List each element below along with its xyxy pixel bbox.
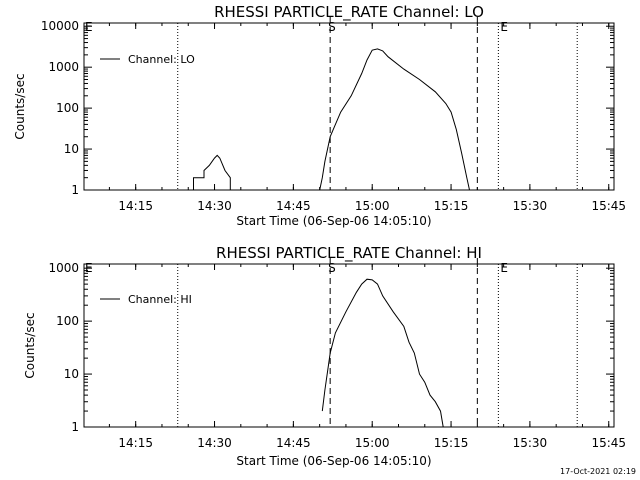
series-line (193, 154, 231, 190)
x-tick-label: 15:45 (591, 199, 626, 213)
flag-label: S (328, 20, 336, 34)
y-tick-label: 1 (71, 420, 79, 434)
chart-title: RHESSI PARTICLE_RATE Channel: HI (216, 244, 482, 263)
x-tick-label: 14:30 (197, 436, 232, 450)
flag-label: S (328, 261, 336, 275)
series-line (321, 278, 444, 428)
y-tick-label: 10 (64, 142, 79, 156)
timestamp-label: 17-Oct-2021 02:19 (560, 467, 636, 476)
legend-label: Channel: HI (128, 293, 192, 306)
x-tick-label: 15:00 (355, 199, 390, 213)
x-axis-label: Start Time (06-Sep-06 14:05:10) (236, 214, 431, 228)
y-tick-label: 1000 (48, 60, 79, 74)
y-tick-label: 10000 (41, 19, 79, 33)
y-tick-label: 10 (64, 367, 79, 381)
flag-label: E (500, 261, 508, 275)
flag-label: E (500, 20, 508, 34)
y-tick-label: 100 (56, 101, 79, 115)
chart-title: RHESSI PARTICLE_RATE Channel: LO (214, 3, 484, 22)
x-tick-label: 15:15 (434, 436, 469, 450)
y-tick-label: 100 (56, 314, 79, 328)
plot-frame (83, 263, 615, 428)
x-axis-label: Start Time (06-Sep-06 14:05:10) (236, 454, 431, 468)
y-axis-label: Counts/sec (13, 73, 27, 139)
y-tick-label: 1000 (48, 261, 79, 275)
x-tick-label: 15:15 (434, 199, 469, 213)
x-tick-label: 14:45 (276, 436, 311, 450)
hi-channel-plot: RHESSI PARTICLE_RATE Channel: HIE S E14:15… (23, 244, 626, 468)
x-tick-label: 14:15 (118, 436, 153, 450)
x-tick-label: 15:00 (355, 436, 390, 450)
y-axis-label: Counts/sec (23, 312, 37, 378)
series-line (319, 48, 470, 191)
y-tick-label: 1 (71, 183, 79, 197)
plot-frame (83, 22, 615, 191)
x-tick-label: 15:30 (513, 199, 548, 213)
x-tick-label: 15:30 (513, 436, 548, 450)
flag-label: E (85, 20, 93, 34)
x-tick-label: 14:45 (276, 199, 311, 213)
x-tick-label: 15:45 (591, 436, 626, 450)
legend-label: Channel: LO (128, 53, 195, 66)
x-tick-label: 14:15 (118, 199, 153, 213)
x-tick-label: 14:30 (197, 199, 232, 213)
lo-channel-plot: RHESSI PARTICLE_RATE Channel: LO E S E 14:15… (13, 3, 626, 228)
